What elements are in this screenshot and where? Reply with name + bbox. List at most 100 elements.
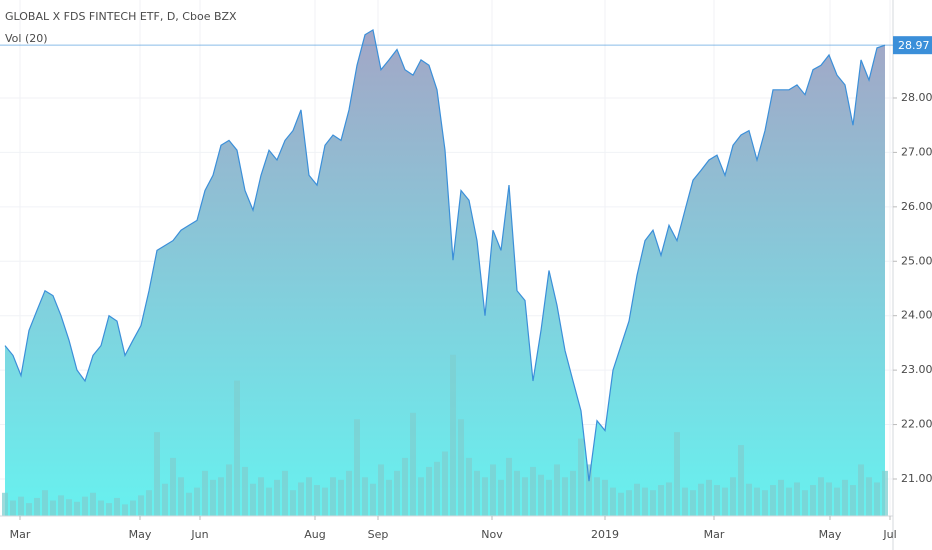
volume-bar (810, 485, 816, 516)
volume-bar (314, 485, 320, 516)
last-price-label: 28.97 (898, 39, 930, 52)
volume-bar (82, 496, 88, 516)
volume-bar (194, 487, 200, 516)
x-tick-label: Nov (481, 528, 503, 541)
volume-bar (362, 477, 368, 516)
volume-bar (434, 461, 440, 516)
volume-bar (242, 466, 248, 516)
volume-bar (706, 479, 712, 516)
volume-bar (466, 457, 472, 516)
volume-bar (554, 464, 560, 516)
volume-bar (746, 483, 752, 516)
volume-bar (402, 457, 408, 516)
y-tick-label: 27.00 (901, 145, 932, 158)
volume-bar (650, 490, 656, 516)
volume-bar (634, 483, 640, 516)
price-area (5, 29, 885, 517)
volume-bar (530, 466, 536, 516)
volume-bar (114, 497, 120, 516)
volume-bar (738, 445, 744, 516)
volume-bar (130, 500, 136, 516)
price-line (4, 28, 886, 482)
volume-bar (330, 477, 336, 516)
volume-bar (658, 485, 664, 516)
volume-bar (354, 419, 360, 516)
y-tick-label: 23.00 (901, 363, 932, 376)
volume-bar (618, 492, 624, 516)
volume-bar (274, 479, 280, 516)
volume-bar (394, 470, 400, 516)
volume-bar (546, 479, 552, 516)
y-tick-label: 26.00 (901, 200, 932, 213)
last-price-box (893, 36, 932, 55)
volume-bar (858, 464, 864, 516)
volume-bar (410, 412, 416, 516)
volume-bar (682, 487, 688, 516)
volume-bar (474, 470, 480, 516)
volume-bar (186, 492, 192, 516)
volume-bar (154, 432, 160, 516)
volume-bar (322, 487, 328, 516)
volume-bar (218, 477, 224, 516)
volume-bar (506, 457, 512, 516)
volume-bar (442, 451, 448, 516)
volume-bar (202, 470, 208, 516)
volume-bar (690, 490, 696, 516)
x-tick-label: Jul (882, 528, 896, 541)
volume-bar (834, 487, 840, 516)
volume-bar (786, 487, 792, 516)
volume-bar (378, 464, 384, 516)
volume-bar (258, 477, 264, 516)
x-tick-label: Aug (304, 528, 325, 541)
x-tick-label: Mar (704, 528, 725, 541)
volume-bar (234, 380, 240, 516)
x-tick-label: Jun (190, 528, 208, 541)
volume-bar (26, 503, 32, 516)
volume-bar (226, 464, 232, 516)
volume-label: Vol (20) (5, 32, 48, 45)
volume-bar (802, 490, 808, 516)
volume-bar (562, 477, 568, 516)
y-tick-label: 22.00 (901, 418, 932, 431)
volume-bar (610, 487, 616, 516)
volume-bar (98, 500, 104, 516)
volume-bar (450, 354, 456, 516)
volume-bar (666, 482, 672, 516)
volume-bar (770, 485, 776, 516)
volume-bar (570, 470, 576, 516)
volume-bar (498, 479, 504, 516)
volume-bar (762, 490, 768, 516)
volume-bar (826, 482, 832, 516)
chart-title: GLOBAL X FDS FINTECH ETF, D, Cboe BZX (5, 10, 237, 23)
volume-bar (698, 483, 704, 516)
volume-bar (578, 438, 584, 516)
volume-bar (490, 464, 496, 516)
volume-bar (626, 490, 632, 516)
volume-bar (418, 477, 424, 516)
y-tick-label: 28.00 (901, 91, 932, 104)
volume-bar (426, 466, 432, 516)
volume-bar (170, 457, 176, 516)
volume-bar (122, 504, 128, 516)
volume-bar (874, 482, 880, 516)
x-tick-label: 2019 (591, 528, 619, 541)
volume-bar (50, 500, 56, 516)
volume-bar (2, 492, 8, 516)
volume-bar (66, 499, 72, 516)
volume-bar (794, 482, 800, 516)
volume-bar (538, 474, 544, 516)
y-tick-label: 24.00 (901, 309, 932, 322)
volume-bar (850, 485, 856, 516)
volume-bar (298, 482, 304, 516)
volume-bar (18, 496, 24, 516)
volume-bar (74, 501, 80, 516)
volume-bar (306, 477, 312, 516)
volume-bar (346, 470, 352, 516)
volume-bar (458, 419, 464, 516)
volume-bar (90, 492, 96, 516)
x-tick-label: Sep (368, 528, 389, 541)
volume-bar (754, 487, 760, 516)
volume-bar (290, 490, 296, 516)
volume-bar (370, 483, 376, 516)
